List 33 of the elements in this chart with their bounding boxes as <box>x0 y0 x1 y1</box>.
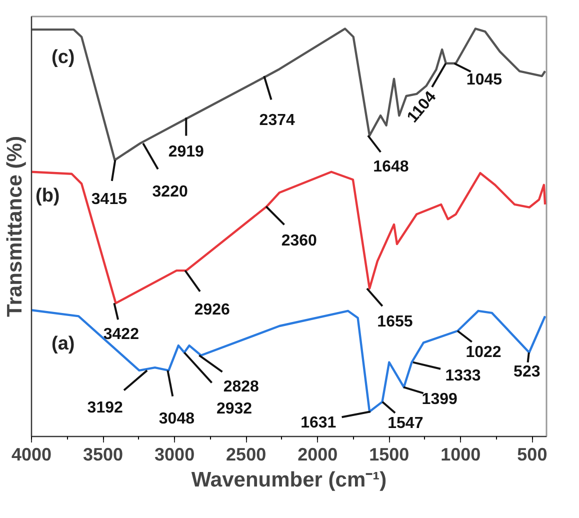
annotation: 3422 <box>103 326 140 344</box>
annotation: 1045 <box>466 71 502 88</box>
annotation: 2932 <box>216 400 252 418</box>
annotation: 1022 <box>466 344 502 361</box>
annotation: 3415 <box>91 191 128 208</box>
x-tick-label: 3500 <box>83 444 124 464</box>
x-tick-label: 2000 <box>298 444 338 464</box>
annotation: 1648 <box>373 158 409 176</box>
annotation: 2374 <box>259 112 296 130</box>
x-tick-label: 1000 <box>440 444 481 464</box>
annotation: 2919 <box>168 144 204 161</box>
series-label: (b) <box>36 185 60 206</box>
annotation: 1333 <box>445 367 481 384</box>
annotation: 3192 <box>87 399 123 416</box>
annotation: 2828 <box>223 378 260 396</box>
annotation: 1655 <box>377 313 413 330</box>
annotation: 1399 <box>422 391 458 408</box>
annotation: 1631 <box>300 414 336 432</box>
annotation: 1547 <box>388 414 424 432</box>
series-label: (c) <box>52 47 75 68</box>
annotation: 2926 <box>194 302 230 319</box>
x-tick-label: 4000 <box>11 444 52 464</box>
annotation: 3220 <box>152 183 188 200</box>
annotation: 523 <box>514 364 540 380</box>
y-axis-title: Transmittance (%) <box>4 136 26 317</box>
annotation: 3048 <box>158 410 195 428</box>
x-tick-label: 3000 <box>154 444 195 464</box>
x-tick-label: 500 <box>517 444 548 464</box>
x-axis-title: Wavenumber (cm⁻¹) <box>191 468 387 492</box>
x-tick-label: 2500 <box>226 444 266 464</box>
x-tick-label: 1500 <box>369 444 410 464</box>
annotation: 2360 <box>281 232 318 250</box>
series-label: (a) <box>52 334 75 355</box>
